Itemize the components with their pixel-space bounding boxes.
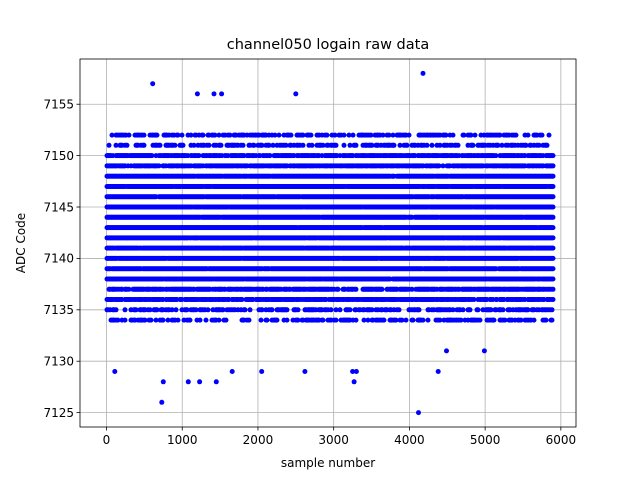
data-point — [187, 317, 193, 323]
data-point — [353, 286, 359, 292]
data-point — [200, 132, 206, 138]
data-point — [153, 317, 159, 323]
data-point — [300, 142, 306, 148]
data-point — [216, 317, 222, 323]
data-point — [404, 142, 410, 148]
data-point — [206, 142, 212, 148]
data-point — [269, 307, 275, 313]
data-point — [347, 307, 353, 313]
data-point — [188, 132, 194, 138]
data-point — [333, 317, 339, 323]
data-point — [203, 317, 209, 323]
data-point — [173, 307, 179, 313]
data-point — [353, 317, 359, 323]
data-point — [126, 286, 132, 292]
data-point — [149, 153, 155, 159]
data-point — [403, 317, 409, 323]
data-point — [157, 142, 163, 148]
data-point — [350, 132, 356, 138]
data-point — [276, 132, 282, 138]
data-point — [240, 142, 246, 148]
data-point — [172, 142, 178, 148]
data-point — [223, 317, 229, 323]
data-point — [328, 307, 334, 313]
data-point — [133, 307, 139, 313]
data-point — [246, 317, 252, 323]
data-point — [156, 163, 162, 169]
data-point — [284, 317, 290, 323]
data-point — [175, 132, 181, 138]
data-point — [122, 307, 128, 313]
data-point — [391, 142, 397, 148]
data-point — [425, 317, 431, 323]
data-point — [196, 153, 202, 159]
data-point — [141, 132, 147, 138]
data-point — [406, 132, 412, 138]
data-point — [160, 317, 166, 323]
data-point — [184, 307, 190, 313]
data-point — [247, 307, 253, 313]
data-point — [142, 317, 148, 323]
data-point — [242, 307, 248, 313]
data-point — [324, 132, 330, 138]
data-point — [288, 132, 294, 138]
data-point — [115, 317, 121, 323]
data-point — [416, 307, 422, 313]
data-point — [113, 142, 119, 148]
data-point — [197, 317, 203, 323]
data-point — [341, 142, 347, 148]
data-point — [147, 307, 153, 313]
data-point — [205, 307, 211, 313]
data-point — [122, 317, 128, 323]
data-point — [258, 317, 264, 323]
data-point — [109, 132, 115, 138]
data-point — [175, 317, 181, 323]
data-point — [180, 142, 186, 148]
data-point — [424, 142, 430, 148]
data-point — [308, 132, 314, 138]
data-point — [341, 132, 347, 138]
data-point — [309, 142, 315, 148]
data-point — [284, 307, 290, 313]
data-point — [353, 142, 359, 148]
data-point — [410, 317, 416, 323]
data-point — [148, 317, 154, 323]
data-point — [381, 317, 387, 323]
data-point — [154, 307, 160, 313]
data-point — [379, 286, 385, 292]
data-point — [106, 142, 112, 148]
data-point — [274, 317, 280, 323]
data-point — [193, 307, 199, 313]
data-point — [124, 142, 130, 148]
data-point — [154, 132, 160, 138]
data-points-layer — [104, 70, 556, 416]
data-point — [333, 142, 339, 148]
data-point — [335, 286, 341, 292]
data-point — [141, 142, 147, 148]
data-point — [320, 317, 326, 323]
data-point — [218, 142, 224, 148]
data-point — [165, 317, 171, 323]
data-point — [264, 317, 270, 323]
data-point — [295, 307, 301, 313]
data-point — [113, 307, 119, 313]
data-point — [191, 142, 197, 148]
data-point — [126, 132, 132, 138]
data-point — [396, 307, 402, 313]
data-point — [169, 307, 175, 313]
data-point — [337, 307, 343, 313]
data-point — [179, 132, 185, 138]
data-point — [420, 317, 426, 323]
